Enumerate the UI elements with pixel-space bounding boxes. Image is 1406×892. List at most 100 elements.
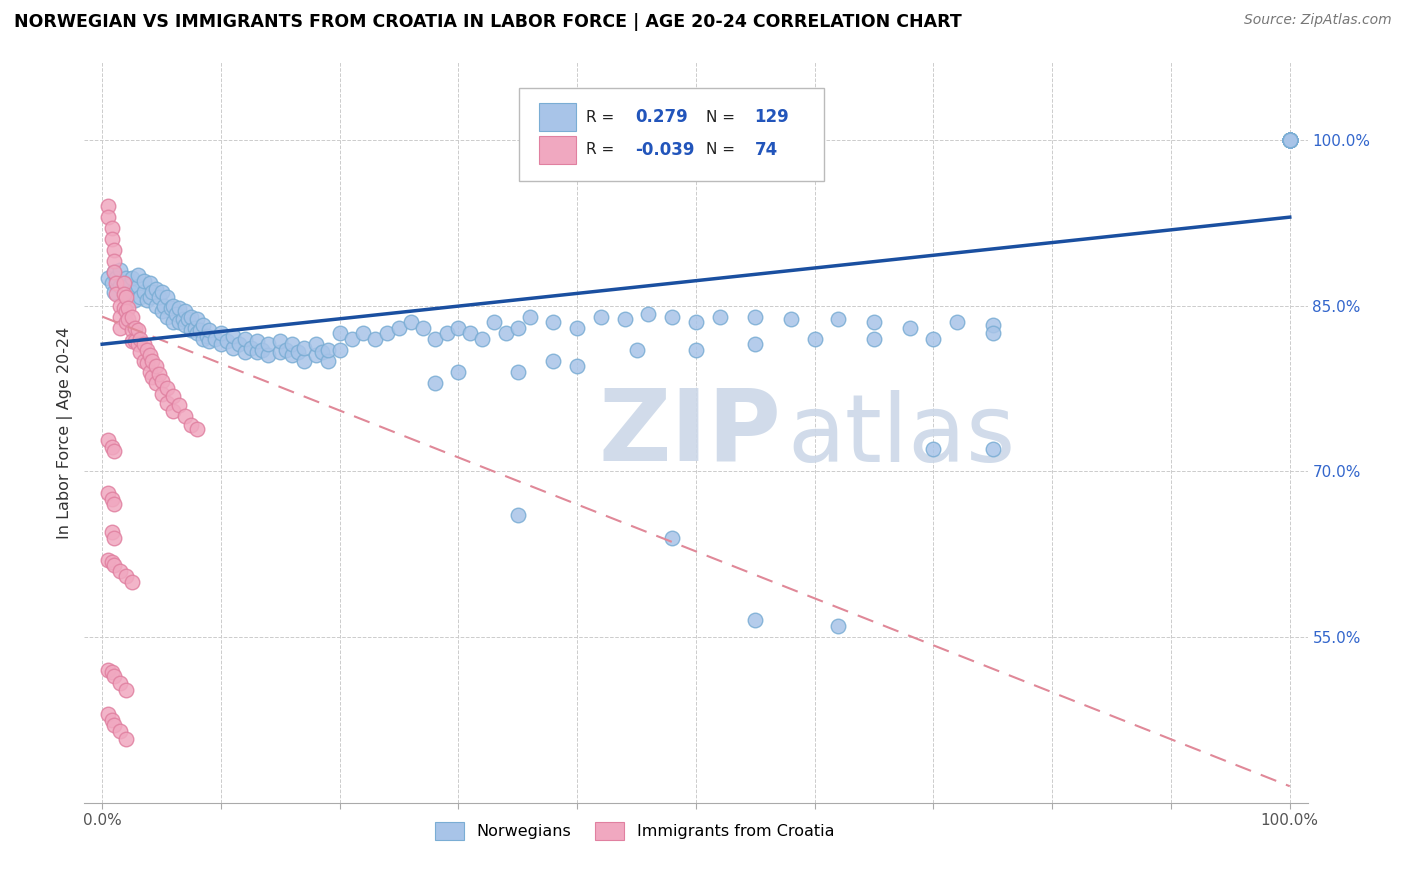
Text: N =: N =: [706, 110, 735, 125]
Point: [744, 337, 766, 351]
Point: [97, 210, 120, 224]
Point: [108, 263, 131, 277]
Point: [108, 676, 131, 690]
Point: [589, 310, 612, 324]
Point: [744, 310, 766, 324]
Point: [136, 356, 159, 370]
Point: [209, 337, 232, 351]
Text: NORWEGIAN VS IMMIGRANTS FROM CROATIA IN LABOR FORCE | AGE 20-24 CORRELATION CHAR: NORWEGIAN VS IMMIGRANTS FROM CROATIA IN …: [14, 13, 962, 31]
Point: [626, 343, 648, 357]
Text: 129: 129: [755, 108, 789, 127]
Point: [103, 265, 125, 279]
Point: [661, 310, 683, 324]
Point: [132, 353, 155, 368]
Point: [209, 326, 232, 341]
Point: [132, 337, 155, 351]
Point: [1278, 133, 1301, 147]
Point: [156, 396, 179, 410]
Point: [127, 268, 149, 282]
Point: [103, 669, 125, 683]
Point: [108, 278, 131, 293]
Point: [141, 285, 163, 300]
Point: [129, 345, 152, 359]
Point: [108, 320, 131, 334]
Point: [803, 332, 825, 346]
Point: [198, 323, 221, 337]
Point: [100, 713, 122, 727]
Point: [191, 332, 214, 346]
Point: [352, 326, 374, 341]
Point: [188, 323, 211, 337]
Point: [204, 332, 226, 346]
Point: [148, 290, 170, 304]
Point: [215, 334, 238, 348]
Point: [257, 337, 280, 351]
Point: [136, 343, 159, 357]
FancyBboxPatch shape: [540, 136, 576, 164]
Point: [222, 329, 245, 343]
Text: -0.039: -0.039: [636, 141, 695, 159]
Point: [108, 564, 131, 578]
Point: [117, 278, 139, 293]
Point: [180, 310, 202, 324]
Point: [257, 348, 280, 362]
Point: [97, 486, 120, 500]
Point: [169, 301, 191, 315]
Point: [186, 326, 208, 341]
Point: [115, 304, 138, 318]
Point: [97, 707, 120, 722]
Point: [103, 244, 125, 258]
Point: [1278, 133, 1301, 147]
Text: N =: N =: [706, 143, 735, 157]
Point: [115, 315, 138, 329]
Point: [150, 374, 173, 388]
Point: [115, 731, 138, 746]
Point: [519, 310, 541, 324]
Point: [340, 332, 363, 346]
Point: [460, 326, 482, 341]
Text: Source: ZipAtlas.com: Source: ZipAtlas.com: [1244, 13, 1392, 28]
Point: [245, 345, 267, 359]
Point: [141, 370, 163, 384]
Point: [162, 389, 184, 403]
Point: [100, 440, 122, 454]
Point: [281, 348, 304, 362]
Point: [222, 341, 245, 355]
Point: [292, 353, 315, 368]
Point: [176, 311, 198, 326]
Point: [117, 301, 139, 315]
Point: [198, 334, 221, 348]
Point: [112, 277, 135, 291]
Point: [153, 299, 176, 313]
Text: R =: R =: [586, 143, 614, 157]
Point: [174, 409, 197, 423]
Point: [447, 320, 470, 334]
Point: [124, 293, 146, 307]
Point: [127, 323, 149, 337]
Point: [191, 318, 214, 333]
Point: [1278, 133, 1301, 147]
Point: [100, 665, 122, 680]
Point: [121, 334, 143, 348]
Point: [105, 271, 128, 285]
Point: [121, 310, 143, 324]
Point: [506, 508, 529, 523]
Point: [1278, 133, 1301, 147]
Point: [97, 663, 120, 677]
Point: [922, 442, 945, 457]
Point: [165, 307, 187, 321]
Point: [129, 290, 152, 304]
Point: [105, 277, 128, 291]
Point: [150, 304, 173, 318]
Point: [252, 343, 274, 357]
Point: [156, 381, 179, 395]
Point: [156, 290, 179, 304]
Point: [138, 348, 160, 362]
Point: [399, 315, 422, 329]
Point: [124, 320, 146, 334]
Point: [543, 315, 565, 329]
Point: [780, 311, 803, 326]
Point: [100, 277, 122, 291]
Point: [1278, 133, 1301, 147]
Point: [127, 278, 149, 293]
